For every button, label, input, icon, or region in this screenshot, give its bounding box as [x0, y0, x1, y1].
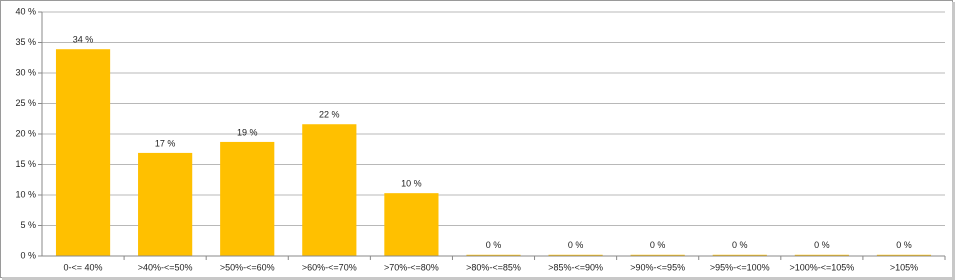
data-label: 0 %: [650, 240, 666, 250]
bar: [712, 254, 767, 256]
bar: [630, 254, 685, 256]
frame-shadow: [2, 277, 955, 280]
bar: [384, 193, 439, 256]
bar: [55, 49, 111, 257]
x-tick-label: >85%-<=90%: [548, 262, 603, 272]
bar: [138, 152, 193, 256]
y-tick-label: 25 %: [15, 98, 36, 108]
y-tick-label: 40 %: [15, 6, 36, 16]
y-tick-label: 30 %: [15, 67, 36, 77]
x-tick-label: >40%-<=50%: [138, 262, 193, 272]
bar: [302, 124, 357, 257]
y-tick-label: 0 %: [20, 250, 36, 260]
bar: [794, 254, 849, 256]
y-tick-label: 15 %: [15, 159, 36, 169]
data-label: 34 %: [73, 35, 94, 45]
data-label: 22 %: [319, 110, 340, 120]
x-tick-label: >90%-<=95%: [630, 262, 685, 272]
data-label: 0 %: [732, 240, 748, 250]
data-label: 10 %: [401, 179, 422, 189]
frame-shadow: [952, 2, 955, 280]
x-tick-label: >105%: [890, 262, 918, 272]
x-tick-label: >95%-<=100%: [710, 262, 770, 272]
bar: [466, 254, 521, 256]
data-label: 17 %: [155, 138, 176, 148]
data-label: 0 %: [814, 240, 830, 250]
x-tick-label: >70%-<=80%: [384, 262, 439, 272]
data-label: 0 %: [896, 240, 912, 250]
data-label: 19 %: [237, 127, 258, 137]
y-tick-label: 35 %: [15, 37, 36, 47]
y-tick-label: 10 %: [15, 189, 36, 199]
bar: [220, 141, 275, 256]
bar: [876, 254, 932, 256]
x-tick-label: >50%-<=60%: [220, 262, 275, 272]
data-label: 0 %: [568, 240, 584, 250]
x-tick-label: >100%-<=105%: [789, 262, 854, 272]
x-tick-label: >80%-<=85%: [466, 262, 521, 272]
bar: [548, 254, 603, 256]
y-tick-label: 5 %: [20, 220, 36, 230]
y-tick-label: 20 %: [15, 128, 36, 138]
x-tick-label: >60%-<=70%: [302, 262, 357, 272]
x-tick-label: 0-<= 40%: [64, 262, 103, 272]
data-label: 0 %: [486, 240, 502, 250]
